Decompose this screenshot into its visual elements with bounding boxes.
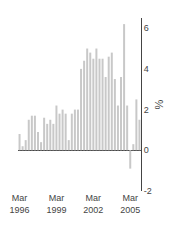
- svg-text:4: 4: [144, 64, 149, 74]
- svg-text:2: 2: [144, 105, 149, 115]
- svg-text:0: 0: [144, 145, 149, 155]
- svg-text:Mar1996: Mar1996: [10, 193, 30, 215]
- svg-text:Mar2002: Mar2002: [83, 193, 103, 215]
- svg-text:Mar1999: Mar1999: [46, 193, 66, 215]
- svg-text:Mar2005: Mar2005: [120, 193, 140, 215]
- svg-text:-2: -2: [144, 186, 152, 196]
- svg-text:6: 6: [144, 23, 149, 33]
- svg-text:%: %: [153, 99, 165, 109]
